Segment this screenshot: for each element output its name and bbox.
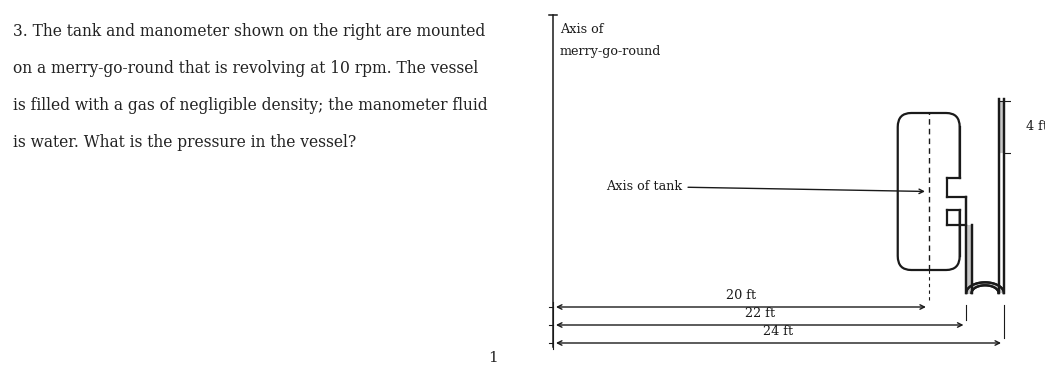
Text: 20 ft: 20 ft xyxy=(726,289,756,302)
Text: 24 ft: 24 ft xyxy=(764,325,793,338)
Text: is filled with a gas of negligible density; the manometer fluid: is filled with a gas of negligible densi… xyxy=(13,97,487,114)
Text: merry-go-round: merry-go-round xyxy=(560,45,661,58)
Polygon shape xyxy=(967,282,1004,293)
Text: on a merry-go-round that is revolving at 10 rpm. The vessel: on a merry-go-round that is revolving at… xyxy=(13,60,478,77)
Text: Axis of tank: Axis of tank xyxy=(606,180,924,194)
Text: 1: 1 xyxy=(488,351,498,365)
Text: 4 ft: 4 ft xyxy=(1026,120,1045,134)
Text: 3. The tank and manometer shown on the right are mounted: 3. The tank and manometer shown on the r… xyxy=(13,23,485,40)
Text: is water. What is the pressure in the vessel?: is water. What is the pressure in the ve… xyxy=(13,134,355,151)
Text: Axis of: Axis of xyxy=(560,23,603,36)
Polygon shape xyxy=(967,225,972,294)
Text: 22 ft: 22 ft xyxy=(745,307,774,320)
Polygon shape xyxy=(999,101,1004,153)
